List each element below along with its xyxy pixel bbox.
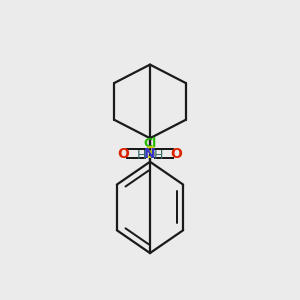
Text: Cl: Cl: [143, 137, 157, 150]
Text: H: H: [137, 149, 146, 162]
Text: S: S: [145, 146, 155, 161]
Text: N: N: [144, 147, 156, 161]
Text: O: O: [118, 146, 129, 161]
Text: H: H: [154, 149, 163, 162]
Text: O: O: [171, 146, 182, 161]
